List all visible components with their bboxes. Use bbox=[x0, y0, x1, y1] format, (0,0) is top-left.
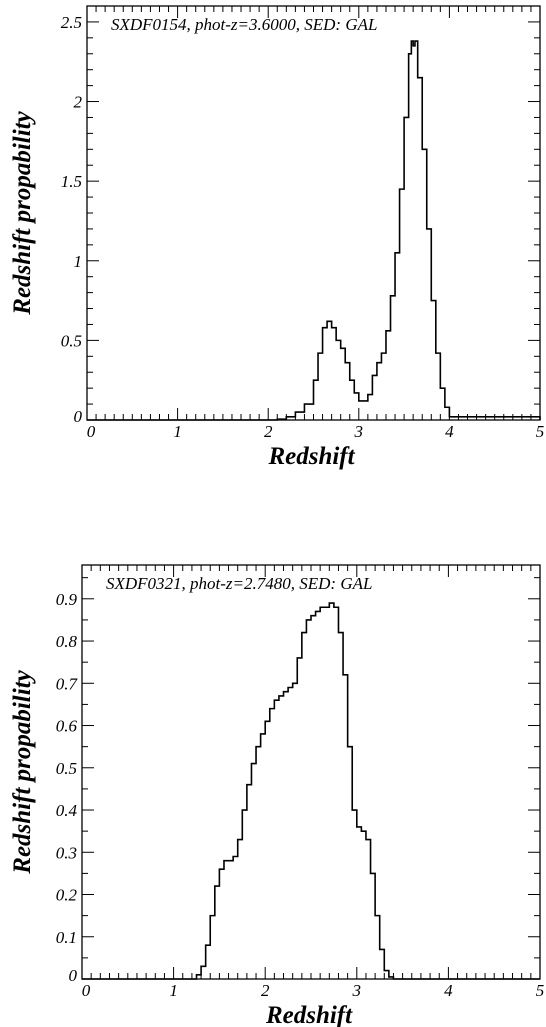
y-tick-label: 0.8 bbox=[56, 632, 78, 651]
y-tick-label: 0.4 bbox=[56, 801, 78, 820]
probability-curve bbox=[82, 602, 540, 980]
x-tick-label: 1 bbox=[169, 981, 178, 1000]
chart-title: SXDF0154, phot-z=3.6000, SED: GAL bbox=[111, 15, 377, 34]
y-axis-label: Redshift propability bbox=[9, 110, 36, 315]
x-tick-label: 4 bbox=[444, 981, 453, 1000]
y-tick-label: 0.1 bbox=[56, 928, 77, 947]
x-tick-label: 1 bbox=[173, 422, 182, 441]
y-tick-label: 1.5 bbox=[61, 172, 82, 191]
y-tick-label: 0 bbox=[74, 407, 83, 426]
x-tick-label: 0 bbox=[82, 981, 91, 1000]
y-tick-label: 0.7 bbox=[56, 674, 79, 693]
chart-panel-2: 0 1 2 3 4 5 0 0.1 0.2 0.3 0.4 0.5 0.6 0.7 0.8 0.9 SXDF03… bbox=[9, 564, 545, 1027]
y-tick-label: 2.5 bbox=[61, 13, 82, 32]
y-tick-label: 0.5 bbox=[56, 759, 77, 778]
x-tick-label: 2 bbox=[261, 981, 270, 1000]
y-tick-label: 0.6 bbox=[56, 717, 78, 736]
y-tick-label: 0.3 bbox=[56, 843, 77, 862]
x-axis-label: Redshift bbox=[265, 1002, 353, 1027]
chart-panel-1: 0 1 2 3 4 5 0 0.5 1 1.5 2 2.5 SXDF0154, phot-z=3.600… bbox=[9, 5, 545, 470]
x-tick-label: 3 bbox=[352, 981, 362, 1000]
probability-curve bbox=[87, 40, 541, 421]
y-tick-label: 0.9 bbox=[56, 590, 78, 609]
x-tick-label: 5 bbox=[536, 981, 545, 1000]
plot-frame bbox=[81, 564, 541, 980]
y-axis-label: Redshift propability bbox=[9, 669, 36, 874]
x-tick-label: 3 bbox=[354, 422, 364, 441]
y-tick-label: 1 bbox=[74, 252, 83, 271]
x-tick-label: 4 bbox=[445, 422, 454, 441]
y-tick-label: 2 bbox=[74, 93, 83, 112]
x-tick-label: 2 bbox=[264, 422, 273, 441]
x-tick-label: 0 bbox=[87, 422, 96, 441]
x-axis-label: Redshift bbox=[267, 443, 355, 470]
plot-frame bbox=[86, 5, 541, 421]
y-tick-label: 0 bbox=[69, 966, 78, 985]
x-tick-label: 5 bbox=[536, 422, 545, 441]
y-tick-label: 0.5 bbox=[61, 331, 82, 350]
y-tick-label: 0.2 bbox=[56, 886, 78, 905]
chart-title: SXDF0321, phot-z=2.7480, SED: GAL bbox=[106, 574, 372, 593]
